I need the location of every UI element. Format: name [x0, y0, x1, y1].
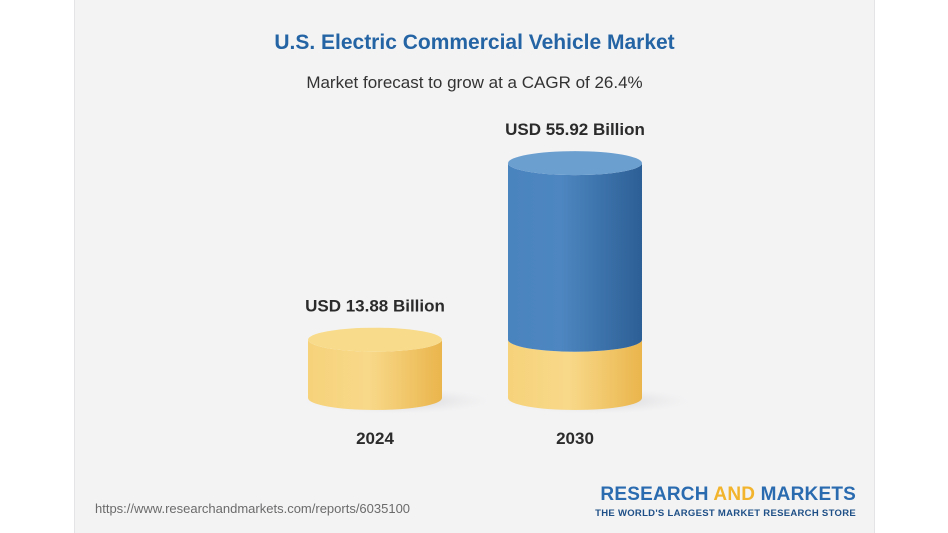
chart-title: U.S. Electric Commercial Vehicle Market	[274, 31, 675, 54]
bar-base-2030	[508, 339, 642, 410]
value-label-2030: USD 55.92 Billion	[505, 120, 645, 139]
brand-logo: RESEARCH AND MARKETS THE WORLD'S LARGEST…	[595, 484, 856, 519]
brand-tagline: THE WORLD'S LARGEST MARKET RESEARCH STOR…	[595, 508, 856, 519]
brand-name-part-1: RESEARCH	[600, 484, 714, 505]
brand-name-part-3: MARKETS	[755, 484, 856, 505]
brand-name-part-2: AND	[713, 484, 756, 505]
bar-top-2024	[308, 327, 442, 352]
brand-name: RESEARCH AND MARKETS	[595, 484, 856, 506]
category-label-2024: 2024	[356, 429, 394, 448]
chart-subtitle: Market forecast to grow at a CAGR of 26.…	[306, 73, 643, 92]
value-label-2024: USD 13.88 Billion	[305, 297, 445, 316]
bar-top-2030	[508, 151, 642, 176]
bar-base-2024	[308, 339, 442, 410]
chart-card: U.S. Electric Commercial Vehicle Market …	[74, 0, 875, 533]
category-label-2030: 2030	[556, 429, 594, 448]
cylinder-chart: USD 13.88 Billion 2024 USD 55.92 Billion 20…	[304, 120, 690, 448]
bar-growth-2030	[508, 163, 642, 352]
source-url[interactable]: https://www.researchandmarkets.com/repor…	[95, 501, 411, 516]
